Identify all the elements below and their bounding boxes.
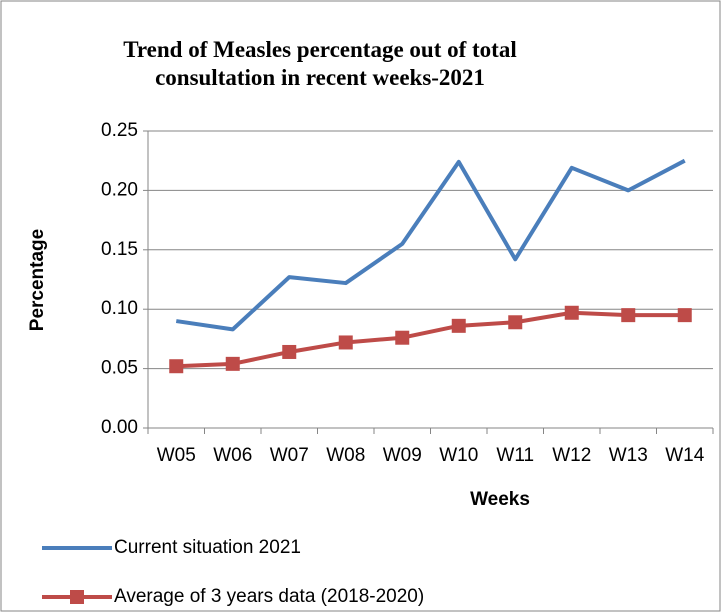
marker bbox=[621, 308, 636, 323]
marker bbox=[395, 330, 410, 345]
marker bbox=[451, 318, 466, 333]
x-tick-label: W13 bbox=[609, 445, 648, 466]
y-tick-label: 0.20 bbox=[101, 179, 138, 200]
x-tick-label: W08 bbox=[326, 445, 365, 466]
x-tick-label: W09 bbox=[383, 445, 422, 466]
y-axis-label: Percentage bbox=[27, 229, 48, 331]
x-tick-label: W11 bbox=[496, 445, 534, 466]
marker bbox=[282, 344, 297, 359]
x-tick-label: W05 bbox=[157, 445, 196, 466]
x-tick-label: W14 bbox=[665, 445, 705, 466]
series-line bbox=[176, 310, 685, 369]
chart-title: Trend of Measles percentage out of total… bbox=[123, 37, 517, 90]
marker bbox=[508, 315, 523, 330]
marker bbox=[225, 356, 240, 371]
marker bbox=[564, 305, 579, 320]
y-tick-label: 0.10 bbox=[101, 298, 138, 319]
legend-label: Average of 3 years data (2018-2020) bbox=[114, 586, 424, 607]
marker bbox=[169, 359, 184, 374]
y-tick-label: 0.00 bbox=[101, 417, 138, 438]
x-tick-label: W07 bbox=[270, 445, 309, 466]
marker bbox=[677, 308, 692, 323]
marker bbox=[338, 335, 353, 350]
legend-marker bbox=[70, 590, 84, 604]
x-axis-label: Weeks bbox=[470, 489, 530, 510]
y-tick-label: 0.25 bbox=[101, 120, 138, 141]
x-tick-label: W06 bbox=[213, 445, 252, 466]
y-tick-label: 0.05 bbox=[101, 358, 138, 379]
series-line bbox=[175, 158, 686, 332]
legend-label: Current situation 2021 bbox=[114, 537, 301, 558]
x-tick-label: W12 bbox=[552, 445, 591, 466]
y-tick-label: 0.15 bbox=[101, 239, 138, 260]
x-tick-label: W10 bbox=[439, 445, 478, 466]
